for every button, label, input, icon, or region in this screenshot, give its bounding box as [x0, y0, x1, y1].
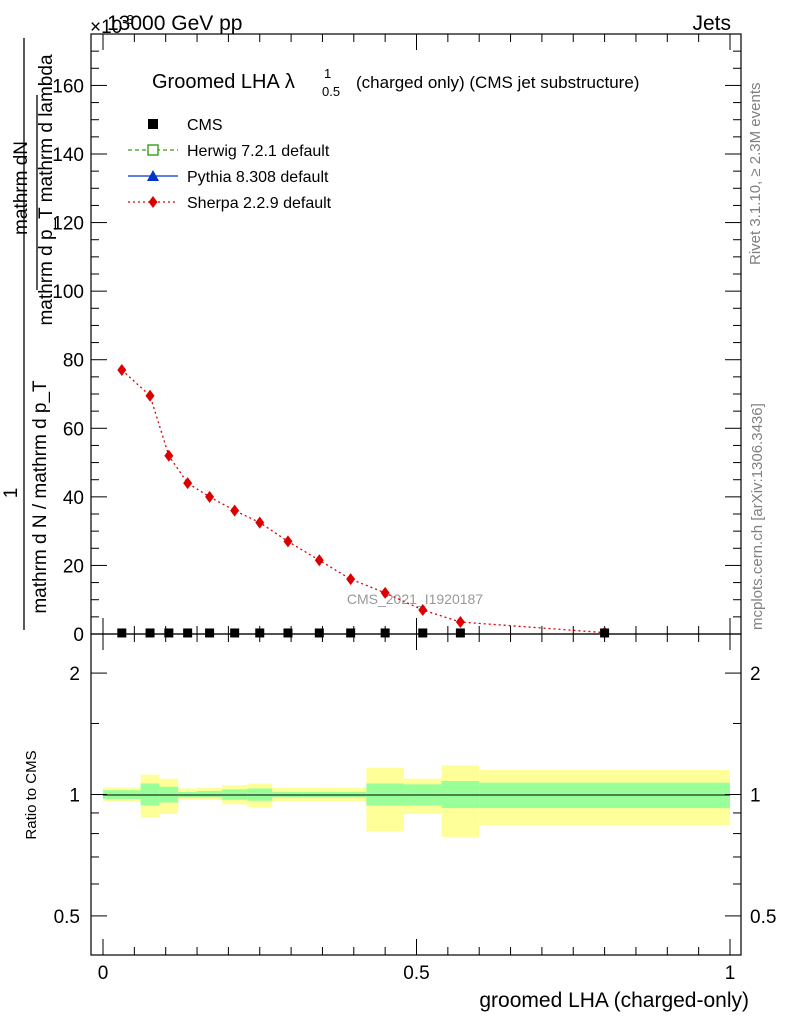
y-axis: 0 20 40 60 80 100 120 140 160	[52, 50, 741, 646]
ratio-stat-band	[197, 791, 223, 798]
legend-label: CMS	[187, 117, 223, 134]
ratio-tick-label: 0.5	[54, 907, 80, 928]
cms-point	[346, 628, 356, 638]
cms-point	[255, 628, 265, 638]
y-label-numerator-top: mathrm dN	[11, 141, 32, 235]
y-tick-label: 60	[63, 419, 84, 440]
ratio-bands	[103, 765, 730, 837]
x-tick-label: 1	[725, 963, 736, 984]
legend-marker-pythia	[147, 170, 159, 181]
chart-title-suffix: (charged only) (CMS jet substructure)	[356, 73, 639, 92]
main-plot: 0 20 40 60 80 100 120 140 160 CMS_2021_I1920187	[52, 33, 742, 646]
y-tick-label: 40	[63, 488, 84, 509]
chart-title: Groomed LHA λ	[152, 71, 295, 93]
legend-marker-sherpa	[148, 196, 158, 208]
legend-marker-herwig	[147, 144, 159, 156]
y-label-numerator-one: 1	[1, 488, 22, 499]
sherpa-point	[255, 516, 265, 529]
legend-label: Sherpa 2.2.9 default	[187, 195, 332, 212]
cms-series	[117, 628, 610, 638]
exponent-label: ×10-3	[90, 12, 134, 38]
chart-title-main: Groomed LHA	[152, 71, 280, 93]
cms-point	[314, 628, 324, 638]
y-tick-label: 100	[52, 282, 84, 303]
cms-point	[230, 628, 240, 638]
process-label: Jets	[692, 12, 731, 35]
exponent-power: -3	[122, 12, 134, 27]
sherpa-point	[283, 535, 293, 548]
sherpa-point	[455, 616, 465, 628]
cms-point	[380, 628, 390, 638]
sherpa-point	[164, 449, 174, 462]
x-axis: 0 0.5 1	[98, 634, 736, 984]
sherpa-point	[145, 389, 155, 402]
legend-label: Pythia 8.308 default	[187, 169, 329, 186]
cms-point	[418, 628, 428, 638]
sherpa-point	[205, 490, 215, 503]
ratio-stat-band	[366, 783, 404, 806]
y-axis-label: mathrm dN mathrm d p_T mathrm d lambda 1…	[1, 38, 57, 630]
y-tick-label: 80	[63, 351, 84, 372]
chart-title-lambda: λ	[285, 71, 295, 93]
x-tick-label: 0	[98, 963, 109, 984]
ratio-tick-label: 1	[69, 786, 80, 807]
ratio-y-label: Ratio to CMS	[23, 750, 40, 839]
cms-point	[600, 628, 610, 638]
ratio-tick-label-right: 1	[750, 786, 761, 807]
energy-label: 13000 GeV pp	[107, 12, 242, 35]
ratio-plot: 0.5 0.51 12 2 0 0.5 1	[54, 633, 777, 984]
rivet-label: Rivet 3.1.10, ≥ 2.3M events	[747, 83, 764, 266]
x-tick-label: 0.5	[403, 963, 429, 984]
y-label-denominator-top: mathrm d p_T mathrm d lambda	[36, 54, 57, 325]
legend: CMS Herwig 7.2.1 default Pythia 8.308 defa…	[128, 117, 332, 212]
watermark: CMS_2021_I1920187	[347, 591, 483, 607]
sherpa-point	[183, 477, 193, 490]
legend-label: Herwig 7.2.1 default	[187, 143, 330, 160]
ratio-tick-label: 2	[69, 664, 80, 685]
ratio-tick-label-right: 0.5	[750, 907, 776, 928]
mcplots-label: mcplots.cern.ch [arXiv:1306.3436]	[749, 403, 766, 630]
sherpa-series	[117, 364, 610, 639]
sherpa-point	[346, 573, 356, 586]
cms-point	[283, 628, 293, 638]
cms-point	[164, 628, 174, 638]
sherpa-point	[230, 504, 240, 517]
ratio-y-axis: 0.5 0.5 1 1 2 2	[54, 664, 777, 928]
y-tick-label: 140	[52, 145, 84, 166]
chart-title-sub: 0.5	[322, 84, 340, 99]
cms-point	[117, 628, 127, 638]
y-tick-label: 0	[73, 625, 84, 646]
sherpa-point	[380, 586, 390, 599]
ratio-stat-band	[140, 783, 160, 806]
cms-point	[183, 628, 193, 638]
legend-marker-cms	[148, 119, 158, 129]
x-axis-label: groomed LHA (charged-only)	[479, 989, 749, 1012]
cms-point	[455, 628, 465, 638]
y-tick-label: 20	[63, 556, 84, 577]
sherpa-point	[418, 604, 428, 616]
ratio-tick-label-right: 2	[750, 664, 761, 685]
sherpa-line	[121, 369, 605, 634]
sherpa-point	[314, 554, 324, 567]
cms-point	[145, 628, 155, 638]
y-label-denominator-left: mathrm d N / mathrm d p_T	[30, 380, 51, 614]
y-tick-label: 160	[52, 76, 84, 97]
sherpa-point	[117, 364, 127, 376]
cms-point	[205, 628, 215, 638]
chart-title-sup: 1	[324, 66, 331, 81]
y-tick-label: 120	[52, 214, 84, 235]
exponent-base: ×10	[90, 17, 122, 38]
